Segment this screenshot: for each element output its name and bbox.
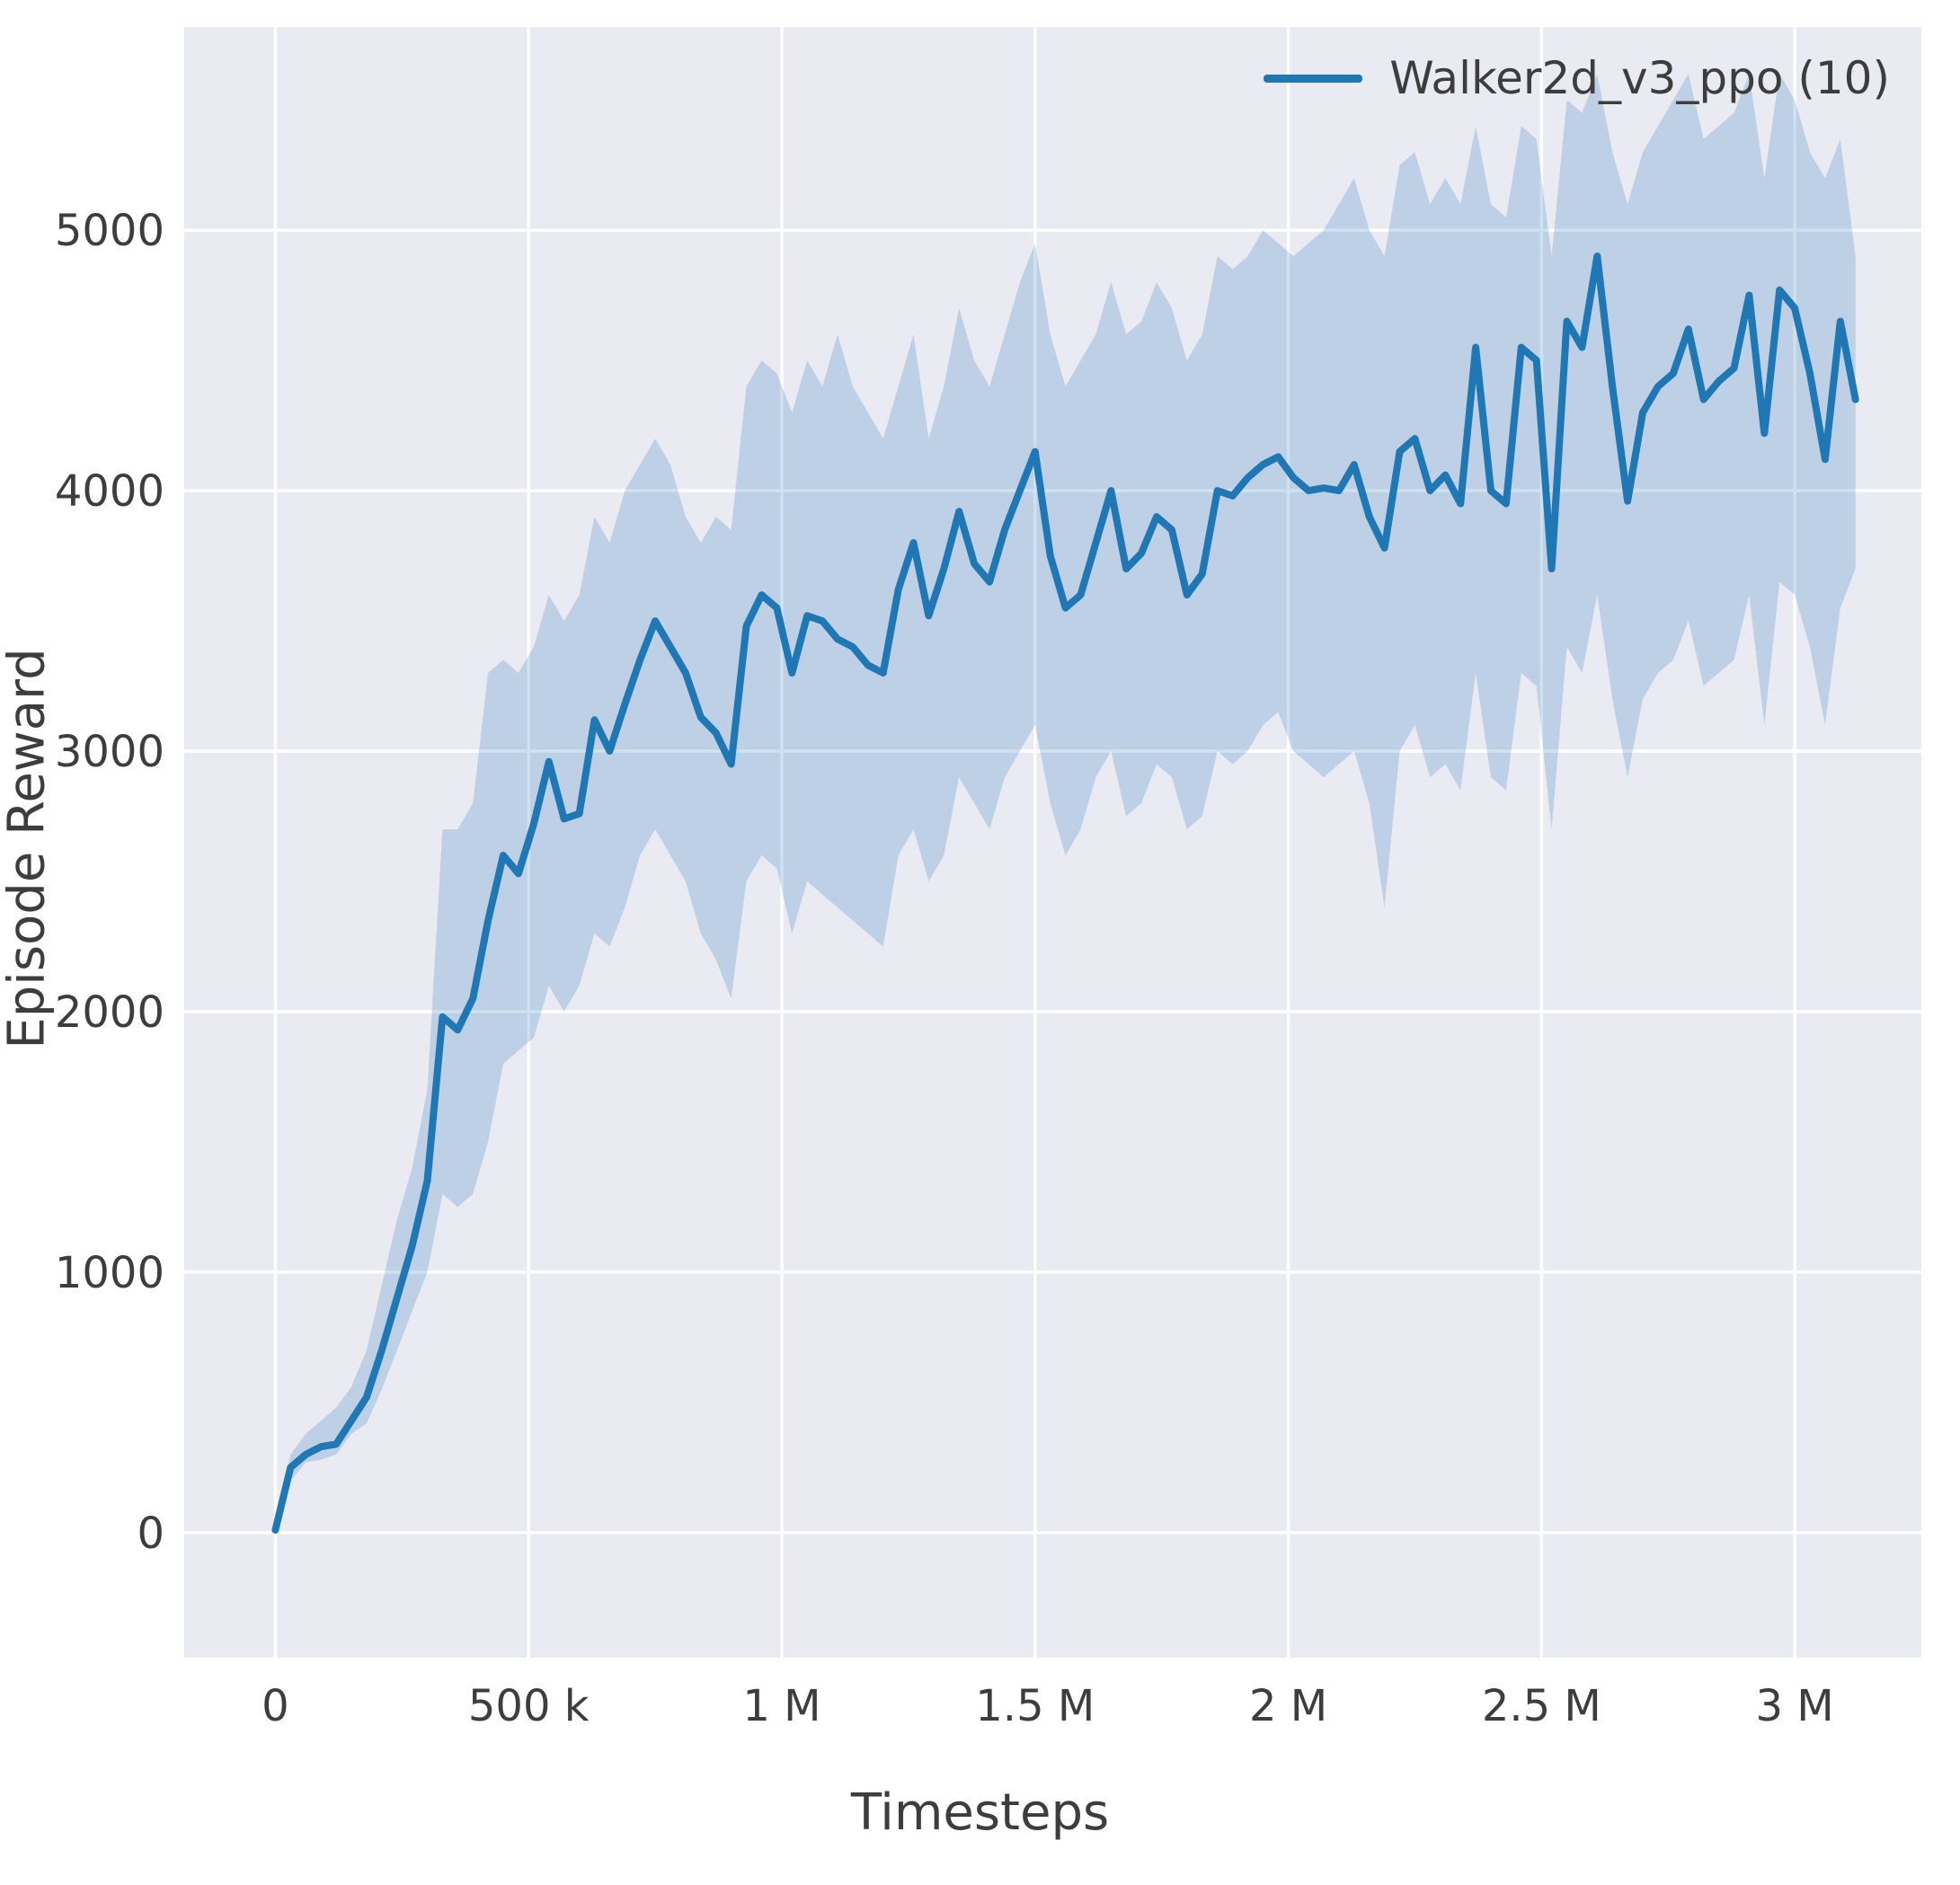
x-tick-label: 0 (262, 1681, 289, 1731)
plot-background (184, 27, 1921, 1658)
mean-line (271, 252, 1859, 1534)
x-tick-label: 2.5 M (1482, 1681, 1601, 1731)
y-tick-label: 2000 (55, 987, 164, 1038)
x-tick-label: 1 M (742, 1681, 820, 1731)
confidence-band (275, 74, 1856, 1533)
y-tick-label: 1000 (55, 1248, 164, 1298)
legend: Walker2d_v3_ppo (10) (1264, 52, 1890, 104)
y-tick-label: 5000 (55, 206, 164, 256)
x-axis-label: Timesteps (850, 1783, 1110, 1842)
x-tick-label: 1.5 M (975, 1681, 1095, 1731)
y-tick-label: 4000 (55, 466, 164, 517)
legend-line-icon (1264, 74, 1363, 83)
legend-series-label: Walker2d_v3_ppo (10) (1389, 52, 1890, 104)
x-tick-label: 500 k (468, 1681, 590, 1731)
y-tick-label: 0 (137, 1509, 164, 1559)
y-axis-label: Episode Reward (0, 648, 57, 1049)
x-tick-label: 2 M (1249, 1681, 1327, 1731)
x-tick-label: 3 M (1756, 1681, 1834, 1731)
y-tick-label: 3000 (55, 727, 164, 777)
